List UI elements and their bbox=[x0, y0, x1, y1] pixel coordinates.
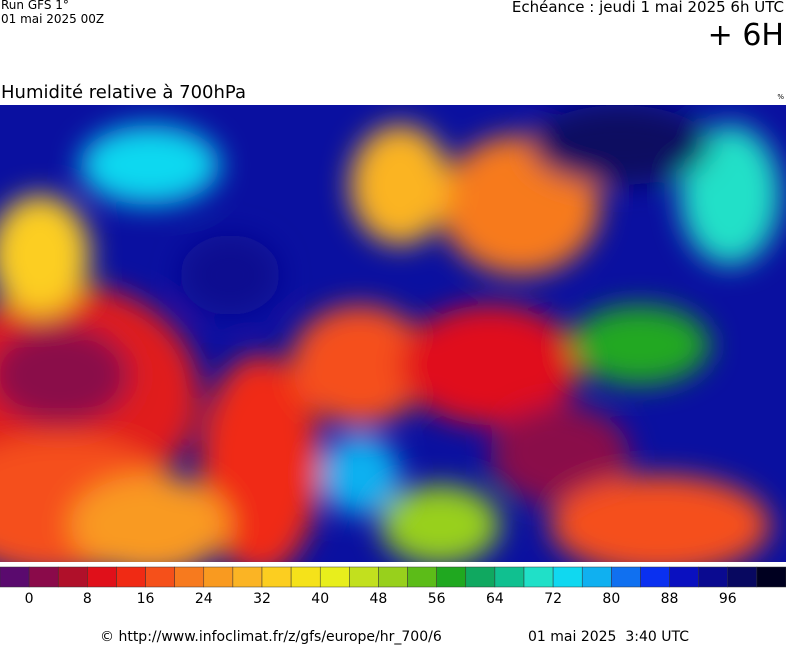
legend-swatch bbox=[174, 566, 205, 588]
legend-swatch bbox=[756, 566, 786, 588]
legend-swatch bbox=[407, 566, 437, 588]
legend-tick-label: 32 bbox=[253, 591, 271, 605]
legend-swatch bbox=[611, 566, 641, 588]
legend-swatch bbox=[436, 566, 467, 588]
forecast-label: Echéance : jeudi 1 mai 2025 6h UTC bbox=[511, 0, 784, 16]
color-legend: 0 8 16 24 32 40 48 56 64 72 80 88 96 bbox=[0, 566, 786, 605]
legend-tick-label: 8 bbox=[83, 591, 92, 605]
legend-swatch bbox=[523, 566, 554, 588]
legend-swatch bbox=[57, 566, 88, 588]
legend-swatch bbox=[494, 566, 525, 588]
legend-tick-label: 96 bbox=[719, 591, 737, 605]
legend-swatch bbox=[465, 566, 496, 588]
legend-swatch bbox=[0, 566, 30, 588]
legend-swatch bbox=[28, 566, 59, 588]
run-label: Run GFS 1° bbox=[1, 0, 69, 12]
legend-swatch bbox=[261, 566, 292, 588]
legend-swatch bbox=[378, 566, 408, 588]
legend-tick-label: 40 bbox=[311, 591, 329, 605]
map-title: Humidité relative à 700hPa bbox=[1, 82, 246, 103]
legend-swatch bbox=[203, 566, 234, 588]
legend-swatch bbox=[727, 566, 758, 588]
legend-swatch bbox=[581, 566, 612, 588]
generated-time: 01 mai 2025 3:40 UTC bbox=[528, 629, 689, 645]
legend-swatch bbox=[87, 566, 117, 588]
run-date: 01 mai 2025 00Z bbox=[1, 12, 105, 26]
lead-time: + 6H bbox=[707, 18, 784, 53]
legend-tick-label: 88 bbox=[661, 591, 679, 605]
legend-tick-label: 80 bbox=[602, 591, 620, 605]
legend-tick-label: 0 bbox=[25, 591, 34, 605]
legend-swatch bbox=[552, 566, 583, 588]
legend-swatch bbox=[290, 566, 321, 588]
legend-tick-label: 64 bbox=[486, 591, 504, 605]
source: © http://www.infoclimat.fr/z/gfs/europe/… bbox=[100, 629, 442, 645]
legend-swatch bbox=[116, 566, 146, 588]
legend-swatch bbox=[232, 566, 263, 588]
legend-swatch bbox=[640, 566, 670, 588]
legend-tick-label: 24 bbox=[195, 591, 213, 605]
legend-swatch bbox=[145, 566, 175, 588]
legend-tick-label: 56 bbox=[428, 591, 446, 605]
legend-tick-label: 72 bbox=[544, 591, 562, 605]
legend-swatch bbox=[319, 566, 350, 588]
legend-tick-label: 16 bbox=[137, 591, 155, 605]
legend-tick-label: 48 bbox=[370, 591, 388, 605]
humidity-map bbox=[0, 105, 786, 562]
legend-swatch bbox=[349, 566, 379, 588]
legend-swatch bbox=[698, 566, 729, 588]
legend-swatch bbox=[669, 566, 699, 588]
unit: % bbox=[777, 93, 784, 101]
